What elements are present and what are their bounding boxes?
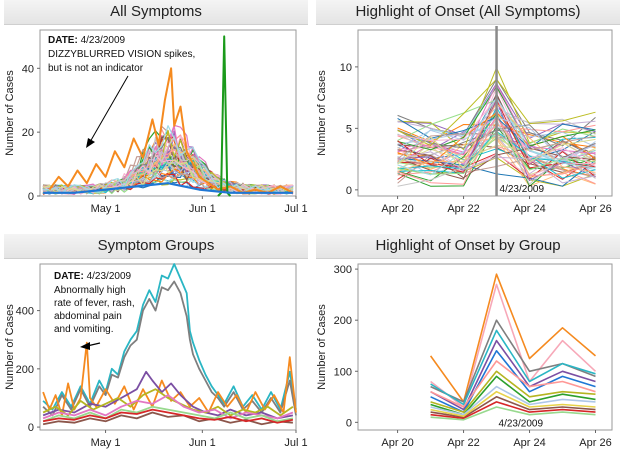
y-tick-label: 0 [28,191,34,203]
y-axis-title: Number of Cases [316,304,328,390]
y-tick-label: 200 [334,315,352,327]
series-line [430,360,596,408]
highlight-onset-all-chart[interactable]: 0 5 10 Apr 20 Apr 22 Apr 24 Apr 26 Number of Ca… [312,0,624,232]
x-tick-label: Apr 22 [447,203,479,215]
series-line [430,370,596,413]
x-tick-label: Apr 20 [381,437,413,449]
symptom-groups-title: Symptom Groups [4,234,308,259]
annotation-arrowhead [80,342,90,350]
y-tick-label: 20 [22,127,34,139]
series-line [430,390,596,417]
highlight-onset-all-panel: Highlight of Onset (All Symptoms) 0 5 10 Ap… [312,0,624,232]
x-tick-label: May 1 [91,203,121,215]
x-tick-label: Jul 1 [284,203,307,215]
highlight-onset-group-chart[interactable]: 0 100 200 300 Apr 20 Apr 22 Apr 24 Apr 26 Number… [312,234,624,466]
y-tick-label: 0 [346,185,352,197]
highlight-series-line [48,67,294,194]
all-symptoms-panel: All Symptoms 0 20 40 May 1 Jun 1 Jul 1 Number … [0,0,312,232]
highlight-date-label: 4/23/2009 [500,184,545,195]
series-line [430,406,596,421]
symptom-groups-panel: Symptom Groups 0 200 400 May 1 Jun 1 Jul 1 Num… [0,234,312,466]
x-tick-label: Apr 24 [513,203,545,215]
y-tick-label: 10 [340,62,352,74]
highlight-series-line [43,182,293,194]
x-tick-label: Apr 24 [513,437,545,449]
x-tick-label: Apr 22 [447,437,479,449]
annotation-text: rate of fever, rash, [54,298,135,309]
y-tick-label: 40 [22,63,34,75]
highlight-onset-all-title: Highlight of Onset (All Symptoms) [316,0,620,25]
all-symptoms-title: All Symptoms [4,0,308,25]
highlight-series-line [217,35,232,197]
y-tick-label: 200 [16,364,34,376]
annotation-text: DIZZYBLURRED VISION spikes, [48,49,195,60]
series-line [430,385,596,416]
highlight-onset-group-title: Highlight of Onset by Group [316,234,620,259]
annotation-text: but is not an indicator [48,63,144,74]
annotation-arrowhead [86,138,95,148]
x-tick-label: Jul 1 [284,437,307,449]
series-group [429,273,597,421]
y-tick-label: 100 [334,366,352,378]
annotation-date: DATE: 4/23/2009 [54,271,132,282]
x-tick-label: Apr 26 [579,437,611,449]
x-tick-label: Jun 1 [189,437,216,449]
symptom-groups-chart[interactable]: 0 200 400 May 1 Jun 1 Jul 1 Number of Cases DAT… [0,234,312,466]
series-line [42,388,294,417]
series-line [430,350,596,413]
annotation-date: DATE: 4/23/2009 [48,35,126,46]
series-line [430,396,596,418]
series-line [429,273,597,403]
y-tick-label: 5 [346,123,352,135]
series-line [430,283,597,408]
x-tick-label: May 1 [91,437,121,449]
x-tick-label: Apr 26 [579,203,611,215]
series-line [430,329,596,406]
series-line [42,394,294,420]
series-line [42,263,297,411]
series-group [42,263,297,426]
x-tick-label: Apr 20 [381,203,413,215]
series-line [42,411,293,426]
y-axis-title: Number of Cases [4,70,16,156]
series-line [430,339,596,411]
series-line [42,125,294,195]
annotation-text: Abnormally high [54,285,126,296]
annotation-arrow-line [89,75,129,143]
y-tick-label: 400 [16,306,34,318]
all-symptoms-chart[interactable]: 0 20 40 May 1 Jun 1 Jul 1 Number of Cases DATE:… [0,0,312,232]
annotation-text: abdominal pain [54,311,122,322]
annotation-text: and vomiting. [54,324,113,335]
x-tick-label: Jun 1 [189,203,216,215]
y-axis-title: Number of Cases [4,304,16,390]
series-group [42,35,294,197]
y-tick-label: 0 [28,422,34,434]
highlight-date-label: 4/23/2009 [499,418,544,429]
series-line [42,405,294,423]
highlight-onset-group-panel: Highlight of Onset by Group 0 100 200 300 Ap… [312,234,624,466]
series-line [430,401,596,420]
series-line [42,408,294,424]
y-tick-label: 0 [346,417,352,429]
y-axis-title: Number of Cases [316,70,328,156]
y-tick-label: 300 [334,264,352,276]
